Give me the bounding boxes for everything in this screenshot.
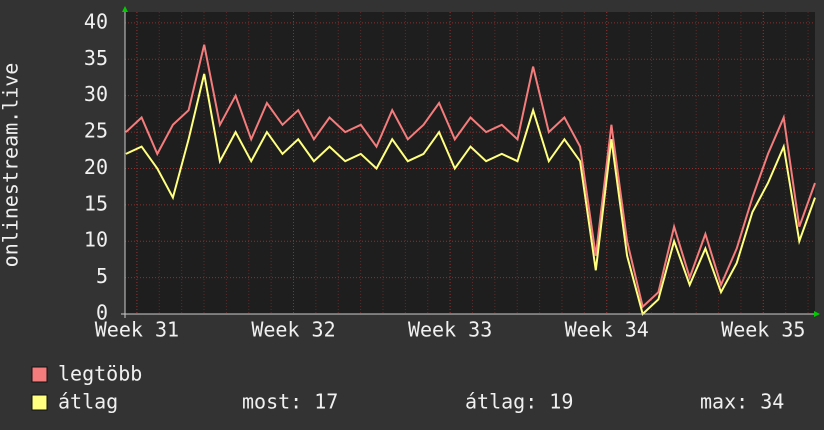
legend-label: átlag <box>58 390 118 414</box>
legend-stat: max: 34 <box>700 390 784 414</box>
legend-swatch <box>31 394 48 411</box>
x-tick-label: Week 32 <box>251 318 335 342</box>
axis-arrow <box>814 311 820 317</box>
x-tick-label: Week 34 <box>565 318 649 342</box>
y-tick-label: 20 <box>84 155 108 179</box>
legend-label: legtöbb <box>58 362 142 386</box>
y-tick-label: 10 <box>84 228 108 252</box>
y-tick-label: 30 <box>84 82 108 106</box>
y-tick-label: 25 <box>84 119 108 143</box>
legend-stat: átlag: 19 <box>465 390 573 414</box>
axis-arrow <box>122 6 128 12</box>
y-tick-label: 15 <box>84 191 108 215</box>
x-tick-label: Week 35 <box>721 318 805 342</box>
series-line <box>125 73 816 316</box>
y-tick-label: 35 <box>84 46 108 70</box>
plot-area <box>125 12 815 314</box>
x-tick-label: Week 31 <box>95 318 179 342</box>
y-tick-label: 40 <box>84 9 108 33</box>
x-tick-label: Week 33 <box>408 318 492 342</box>
legend-stat: most: 17 <box>242 390 338 414</box>
y-tick-label: 5 <box>96 264 108 288</box>
y-axis-label: onlinestream.live <box>0 63 23 268</box>
legend-swatch <box>31 366 48 383</box>
series-line <box>125 44 816 309</box>
y-tick-label: 0 <box>96 301 108 325</box>
